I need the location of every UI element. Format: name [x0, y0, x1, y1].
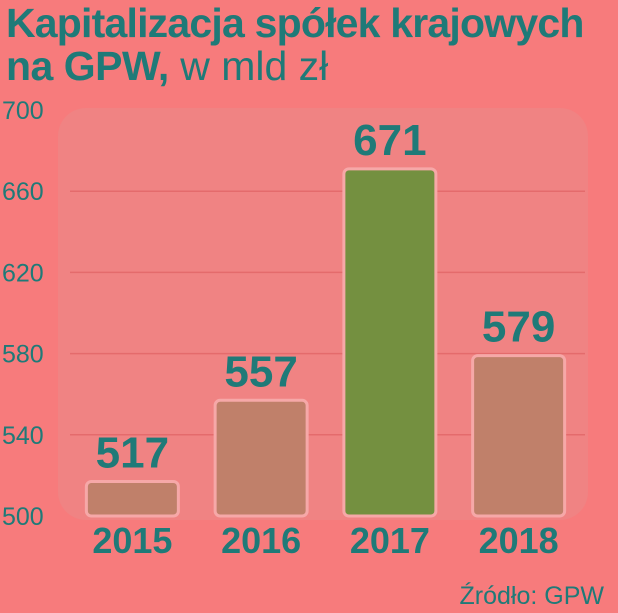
chart-title-bold: na GPW,: [6, 43, 169, 90]
chart-title-line2: na GPW, w mld zł: [6, 45, 584, 88]
y-axis-ticks: 500 540 580 620 660 700: [2, 97, 44, 531]
data-labels: 517 557 671 579: [96, 116, 556, 478]
data-label-2015: 517: [96, 428, 169, 477]
chart-panel: [58, 108, 588, 520]
x-tick-2016: 2016: [221, 520, 301, 561]
source-note: Źródło: GPW: [459, 582, 604, 610]
bar-2018: [471, 354, 567, 518]
y-tick-label: 700: [2, 97, 44, 125]
x-axis-ticks: 2015 2016 2017 2018: [92, 520, 558, 561]
y-tick-label: 540: [2, 422, 44, 450]
chart-title-line1: Kapitalizacja spółek krajowych: [6, 0, 584, 46]
y-tick-label: 620: [2, 259, 44, 287]
x-tick-2018: 2018: [479, 520, 559, 561]
bars: [84, 167, 567, 518]
data-label-2018: 579: [482, 303, 555, 352]
data-label-2016: 557: [224, 347, 297, 396]
y-tick-label: 660: [2, 178, 44, 206]
chart-title: Kapitalizacja spółek krajowych na GPW, w…: [6, 0, 584, 88]
chart-title-unit: w mld zł: [180, 43, 329, 90]
bar-2016: [213, 398, 309, 518]
x-tick-2015: 2015: [92, 520, 172, 561]
y-tick-label: 580: [2, 341, 44, 369]
bar-2015: [84, 479, 180, 518]
y-tick-label: 500: [2, 503, 44, 531]
data-label-2017: 671: [353, 116, 426, 165]
x-tick-2017: 2017: [350, 520, 430, 561]
bar-2017: [342, 167, 438, 518]
